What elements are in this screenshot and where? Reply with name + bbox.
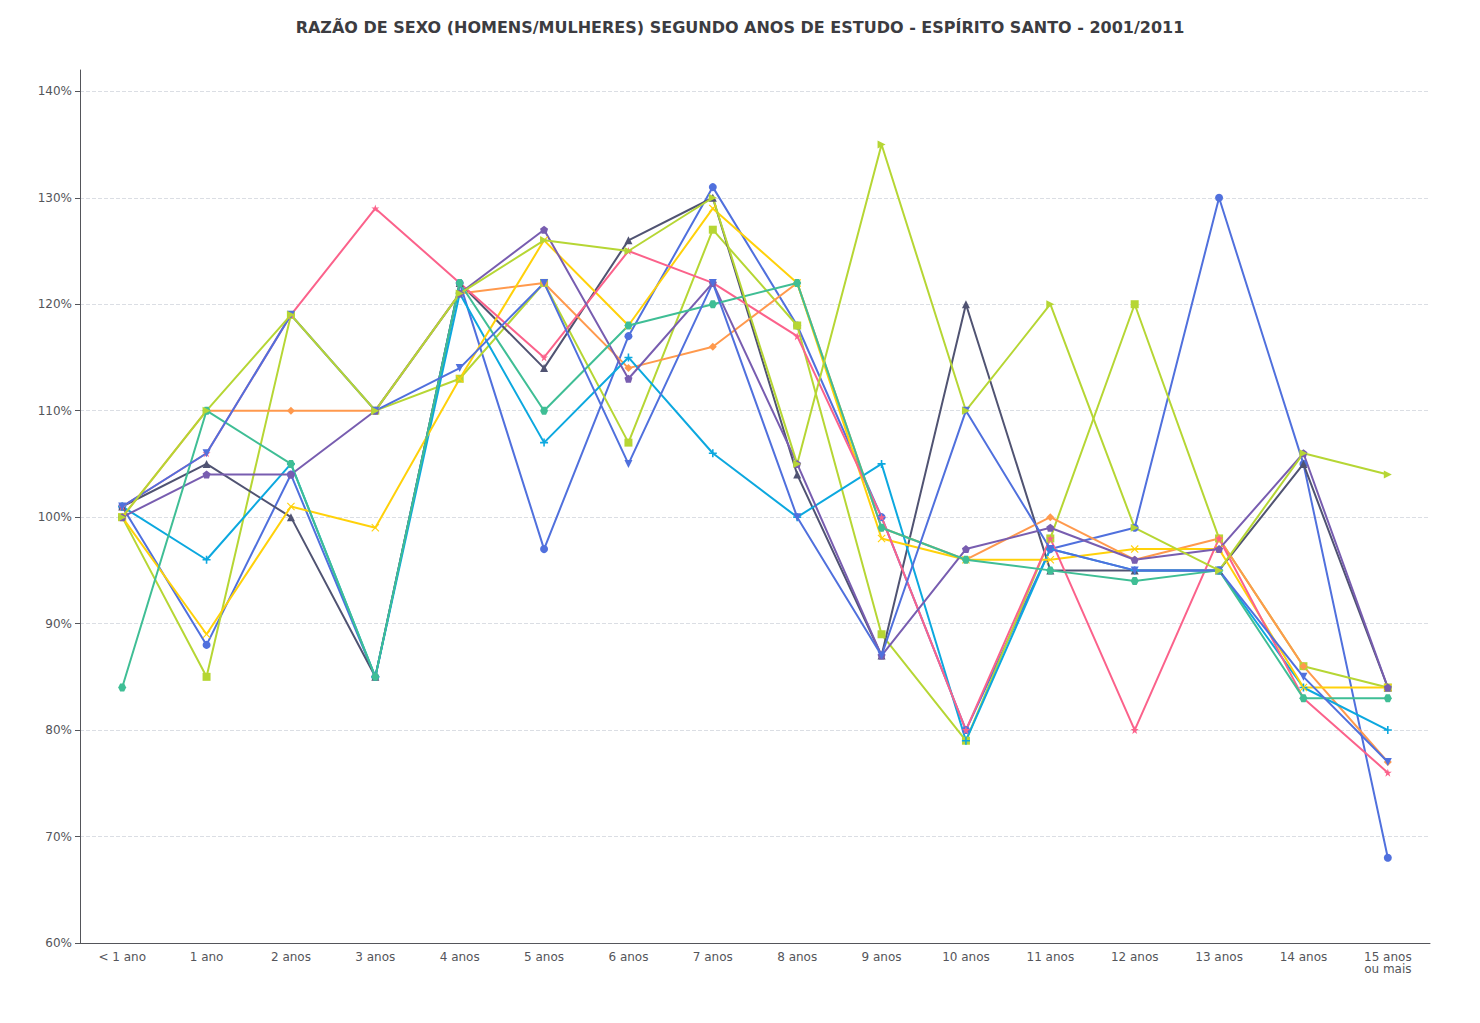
svg-text:5 anos: 5 anos [524, 950, 564, 964]
svg-text:11 anos: 11 anos [1026, 950, 1074, 964]
svg-text:80%: 80% [45, 723, 72, 737]
svg-text:120%: 120% [38, 297, 72, 311]
svg-text:10 anos: 10 anos [942, 950, 990, 964]
svg-text:< 1 ano: < 1 ano [98, 950, 146, 964]
svg-text:15 anos: 15 anos [1364, 950, 1412, 964]
svg-text:6 anos: 6 anos [608, 950, 648, 964]
svg-text:14 anos: 14 anos [1280, 950, 1328, 964]
svg-text:60%: 60% [45, 936, 72, 950]
svg-text:2 anos: 2 anos [271, 950, 311, 964]
svg-text:RAZÃO DE SEXO (HOMENS/MULHERES: RAZÃO DE SEXO (HOMENS/MULHERES) SEGUNDO … [296, 18, 1185, 37]
svg-text:13 anos: 13 anos [1195, 950, 1243, 964]
svg-text:140%: 140% [38, 84, 72, 98]
svg-text:3 anos: 3 anos [355, 950, 395, 964]
svg-text:1 ano: 1 ano [190, 950, 224, 964]
svg-text:12 anos: 12 anos [1111, 950, 1159, 964]
svg-text:110%: 110% [38, 404, 72, 418]
svg-text:70%: 70% [45, 830, 72, 844]
svg-text:90%: 90% [45, 617, 72, 631]
svg-text:130%: 130% [38, 191, 72, 205]
svg-text:100%: 100% [38, 510, 72, 524]
svg-text:9 anos: 9 anos [862, 950, 902, 964]
svg-text:4 anos: 4 anos [440, 950, 480, 964]
svg-text:7 anos: 7 anos [693, 950, 733, 964]
svg-text:8 anos: 8 anos [777, 950, 817, 964]
svg-text:ou mais: ou mais [1364, 962, 1411, 976]
